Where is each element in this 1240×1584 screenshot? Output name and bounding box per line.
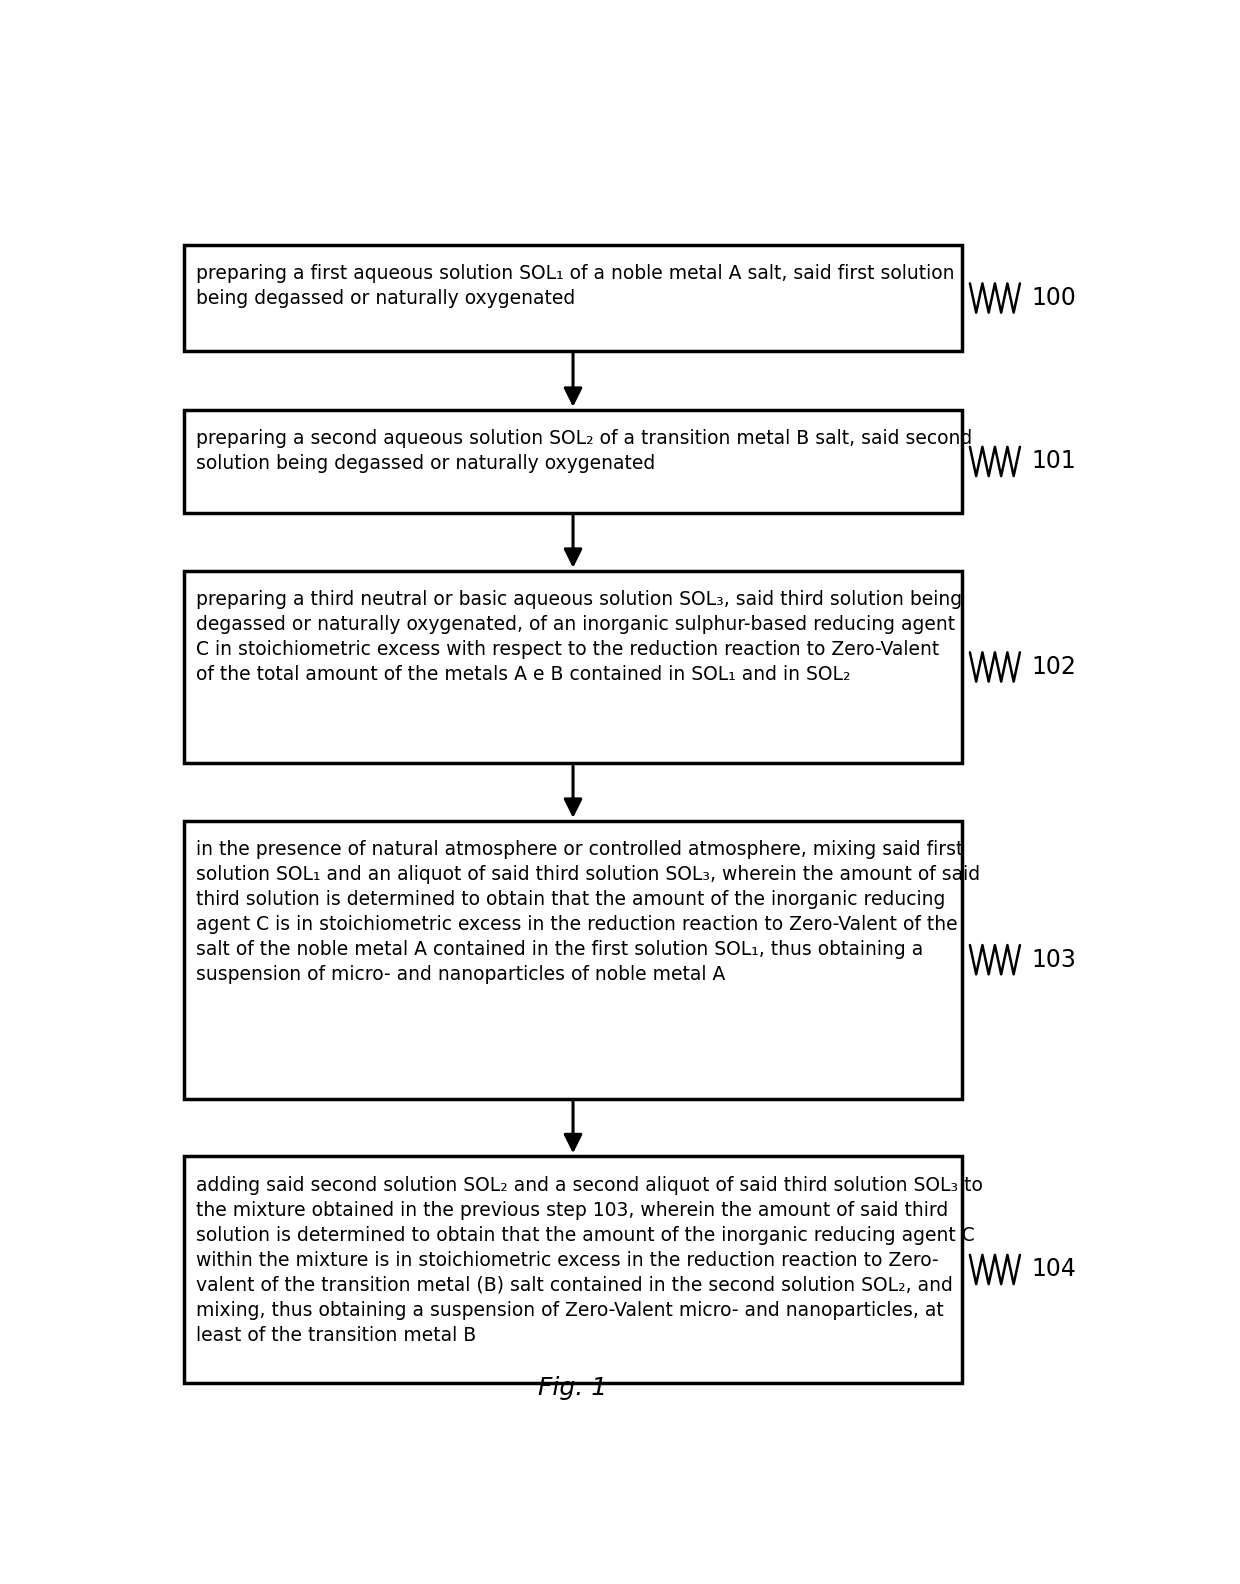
Text: preparing a third neutral or basic aqueous solution SOL₃, said third solution be: preparing a third neutral or basic aqueo… bbox=[196, 591, 962, 684]
Text: 100: 100 bbox=[1032, 287, 1076, 310]
Text: preparing a second aqueous solution SOL₂ of a transition metal B salt, said seco: preparing a second aqueous solution SOL₂… bbox=[196, 429, 972, 474]
Text: 104: 104 bbox=[1032, 1258, 1076, 1281]
FancyBboxPatch shape bbox=[184, 1156, 962, 1383]
FancyBboxPatch shape bbox=[184, 821, 962, 1099]
FancyBboxPatch shape bbox=[184, 410, 962, 513]
FancyBboxPatch shape bbox=[184, 570, 962, 763]
Text: 101: 101 bbox=[1032, 450, 1076, 474]
Text: 102: 102 bbox=[1032, 654, 1076, 680]
FancyBboxPatch shape bbox=[184, 246, 962, 352]
Text: adding said second solution SOL₂ and a second aliquot of said third solution SOL: adding said second solution SOL₂ and a s… bbox=[196, 1175, 983, 1345]
Text: preparing a first aqueous solution SOL₁ of a noble metal A salt, said first solu: preparing a first aqueous solution SOL₁ … bbox=[196, 265, 955, 309]
Text: in the presence of natural atmosphere or controlled atmosphere, mixing said firs: in the presence of natural atmosphere or… bbox=[196, 840, 981, 984]
Text: Fig. 1: Fig. 1 bbox=[538, 1376, 608, 1400]
Text: 103: 103 bbox=[1032, 947, 1076, 971]
